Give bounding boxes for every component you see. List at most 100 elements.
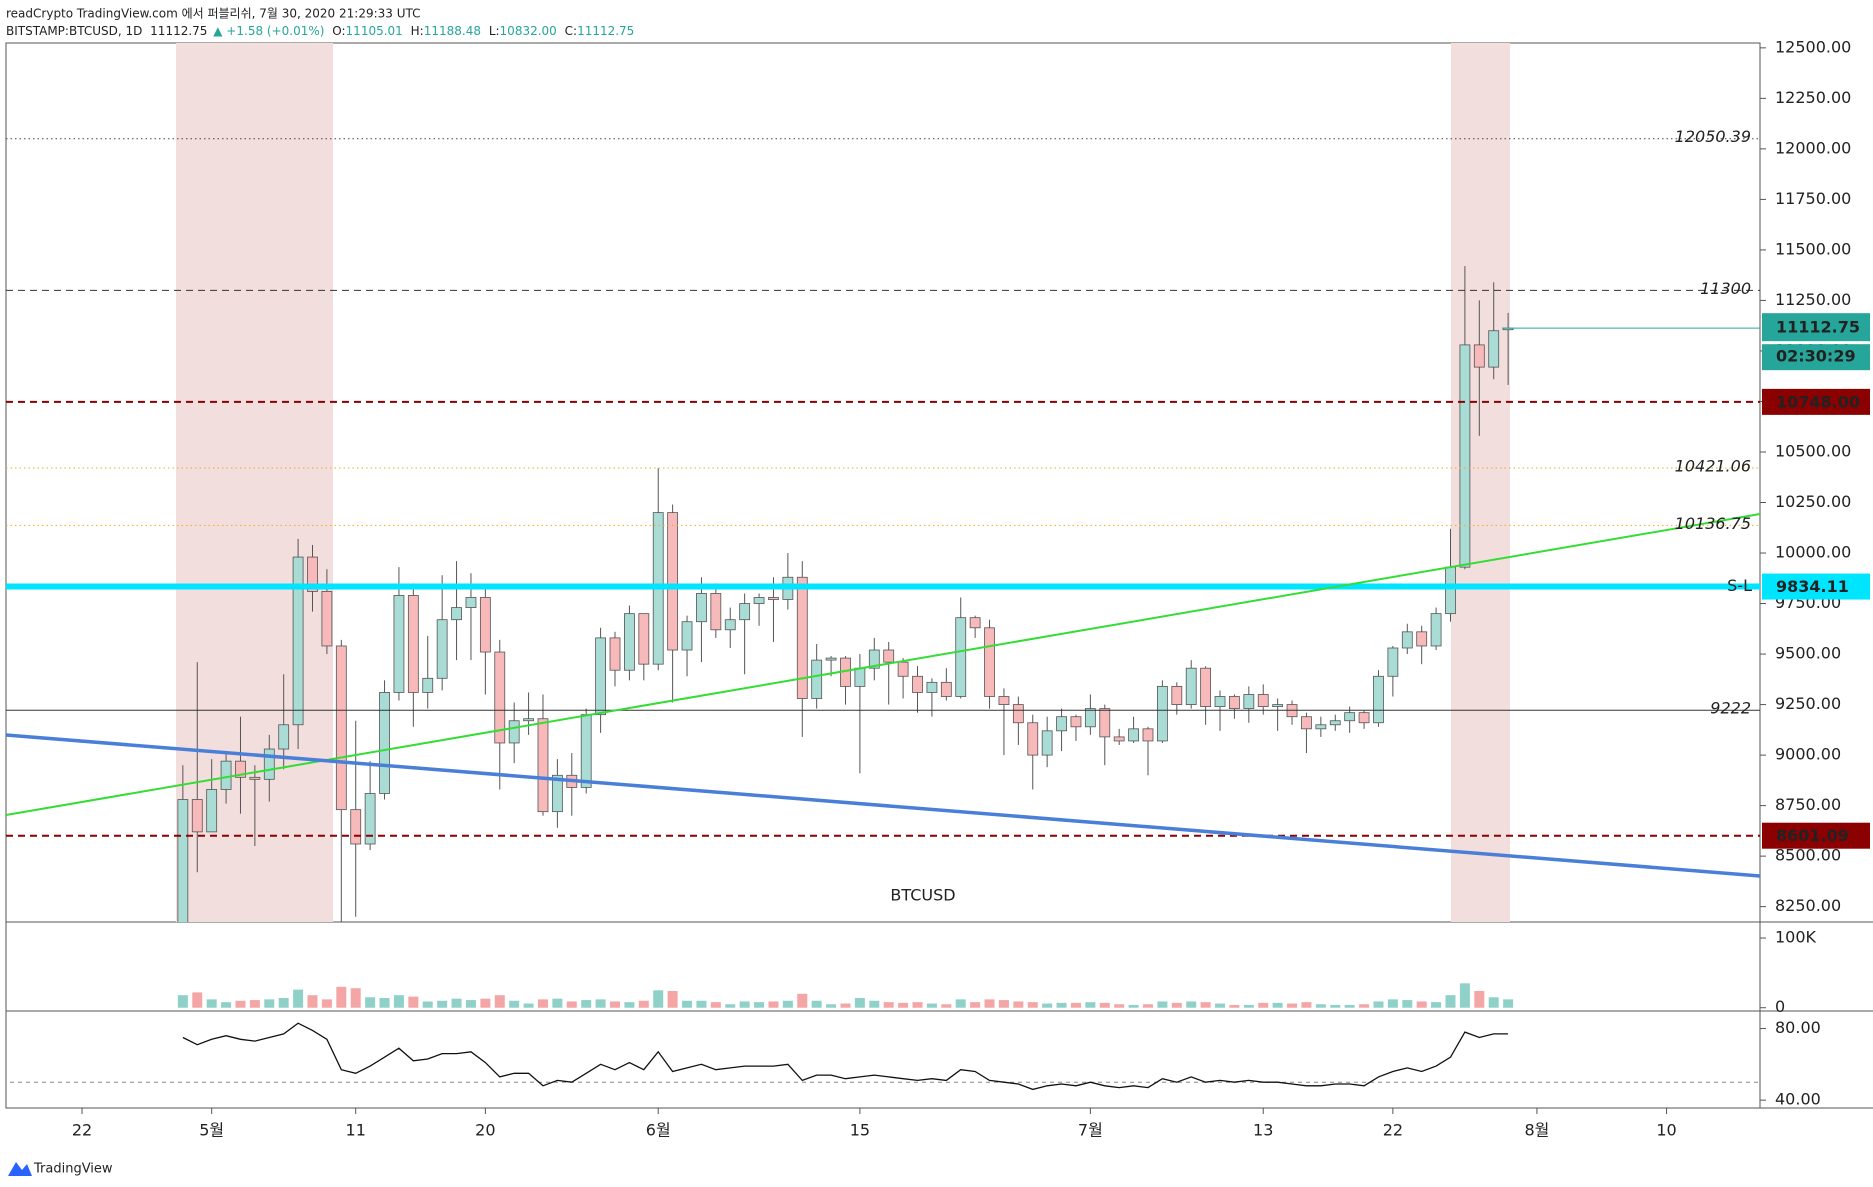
volume-bar [1114,1004,1125,1008]
level-label: 10421.06 [1675,456,1751,475]
volume-bar [912,1002,923,1008]
y-tick-label: 10000.00 [1775,543,1851,562]
volume-bar [926,1003,937,1008]
volume-bar [408,996,419,1008]
trendline [6,733,1760,878]
candle-body [1027,722,1039,756]
volume-bar [1359,1004,1370,1008]
candle-body [724,619,736,631]
o-label: O: [332,24,345,38]
volume-bar [1474,990,1485,1008]
volume-bar [1070,1002,1081,1008]
volume-bar [1099,1002,1110,1008]
candle-body [551,774,563,813]
candle-body [883,649,895,663]
volume-bar [1344,1004,1355,1008]
candle-body [912,675,923,693]
l-label: L: [489,24,500,38]
symbol-line: BITSTAMP:BTCUSD, 1D 11112.75 ▲ +1.58 (+0… [6,24,634,38]
volume-bar [883,1002,894,1008]
level-tag [1762,573,1870,600]
candle-body [940,681,952,697]
volume-bar [365,997,376,1008]
candle-body [1070,716,1082,728]
y-tick-label: 11250.00 [1775,290,1851,309]
volume-bar [1402,1000,1413,1008]
y-tick-label: 12250.00 [1775,88,1851,107]
volume-bar [1488,997,1499,1008]
volume-bar [1215,1003,1226,1008]
candle-body [206,789,218,833]
volume-bar [1157,1001,1168,1008]
volume-bar [941,1004,952,1008]
candle-body [523,718,534,722]
candle-body [681,621,693,651]
volume-bar [1330,1004,1341,1008]
candle-body [263,748,275,780]
candle-body [1128,728,1139,742]
volume-bar [494,995,505,1008]
candle-body [508,720,520,744]
candle-body [1243,694,1255,710]
candle-body [1301,716,1312,730]
candle-body [1445,566,1456,615]
y-tick-label: 9500.00 [1775,644,1841,663]
volume-bar [653,990,664,1008]
volume-bar [249,1000,260,1008]
candle-body [998,696,1010,705]
candle-body [1056,716,1067,732]
candle-body [1229,696,1240,710]
volume-bar [826,1004,837,1008]
volume-bar [1503,999,1514,1008]
last-price-label: 11112.75 [1776,318,1860,337]
candle-body [1430,613,1442,647]
candle-body [364,793,376,845]
volume-bar [682,1000,693,1008]
volume-bar [177,995,188,1008]
volume-bar [1301,1002,1312,1008]
countdown-tag [1762,344,1870,371]
volume-bar [595,999,606,1008]
y-tick-label: 8250.00 [1775,896,1841,915]
volume-bar [1416,1001,1427,1008]
y-tick-label: 10250.00 [1775,492,1851,511]
rsi-pane [10,1022,1760,1091]
candle-body [595,637,607,716]
candle-body [580,714,592,788]
candle-body [624,613,635,671]
y-tick-label: 12000.00 [1775,138,1851,157]
x-tick-label: 6월 [646,1121,671,1140]
volume-bar [379,997,390,1008]
y-tick-label: 9000.00 [1775,745,1841,764]
volume-bar [480,998,491,1008]
candle-body [609,637,621,671]
volume-bar [235,1000,246,1008]
candle-body [1113,736,1125,742]
candle-body [1329,720,1341,726]
candle-body [335,645,347,811]
volume-bar [1373,1001,1384,1008]
volume-bar [336,986,347,1008]
level-tag-label: 10748.00 [1776,392,1860,411]
candle-body [1344,712,1356,722]
candle-body [1156,685,1168,742]
candle-body [220,760,232,790]
last: 11112.75 [150,24,207,38]
volume-bar [1042,1003,1053,1008]
candle-body [465,597,477,608]
brand-logo: TradingView [8,1162,113,1177]
volume-bar [278,997,289,1008]
y-tick-label: 8750.00 [1775,795,1841,814]
volume-bar [610,1001,621,1008]
level-tag-label: 8601.09 [1776,826,1849,845]
o-value: 11105.01 [346,24,403,38]
candle-body [1084,708,1096,728]
volume-bar [1056,1002,1067,1008]
volume-bar [422,1001,433,1008]
logo-icon [8,1162,32,1176]
symbol: BITSTAMP:BTCUSD, 1D [6,24,142,38]
volume-bar [437,1000,448,1008]
volume-bar [552,998,563,1008]
volume-bar [1171,1002,1182,1008]
volume-bar [970,1002,981,1008]
